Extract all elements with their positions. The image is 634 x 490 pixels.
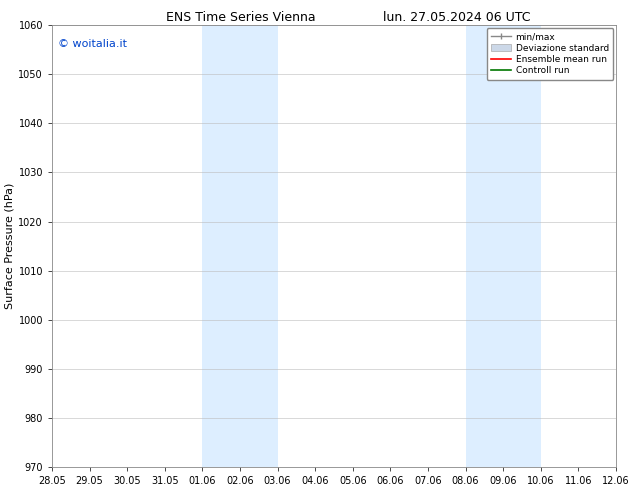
Bar bbox=[202, 25, 278, 467]
Text: © woitalia.it: © woitalia.it bbox=[58, 39, 127, 49]
Text: lun. 27.05.2024 06 UTC: lun. 27.05.2024 06 UTC bbox=[383, 11, 530, 24]
Legend: min/max, Deviazione standard, Ensemble mean run, Controll run: min/max, Deviazione standard, Ensemble m… bbox=[487, 28, 613, 80]
Y-axis label: Surface Pressure (hPa): Surface Pressure (hPa) bbox=[4, 183, 14, 309]
Bar bbox=[465, 25, 541, 467]
Text: ENS Time Series Vienna: ENS Time Series Vienna bbox=[166, 11, 316, 24]
